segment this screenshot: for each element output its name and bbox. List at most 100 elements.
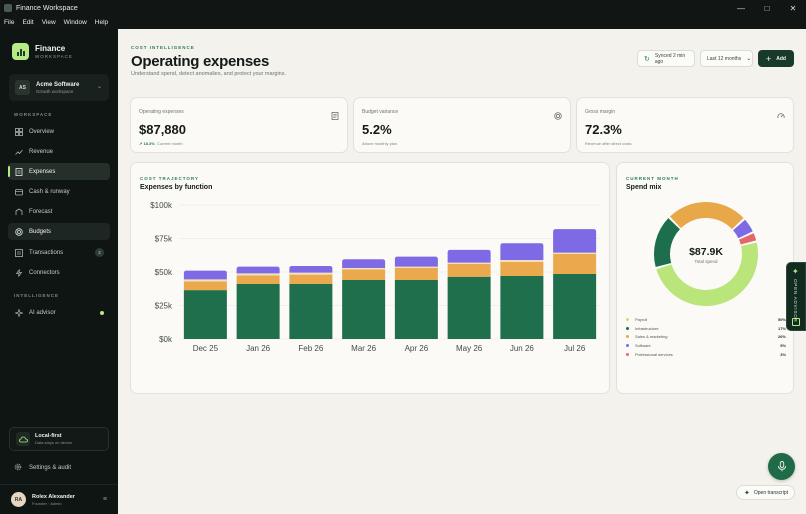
donut-center-value: $87.9K — [689, 246, 723, 258]
bar-segment — [289, 284, 333, 339]
sidebar-item-transactions[interactable]: Transactions 2 — [8, 244, 110, 261]
kpi-operating-expenses: Operating expenses $87,880 ↗ 18.3% Curre… — [130, 97, 348, 153]
sidebar-item-revenue[interactable]: Revenue — [8, 143, 110, 160]
card-eyebrow: COST TRAJECTORY — [140, 176, 200, 181]
menu-help[interactable]: Help — [94, 19, 109, 26]
kpi-note: Above monthly plan — [362, 141, 398, 146]
maximize-icon[interactable]: □ — [764, 3, 770, 13]
kpi-value: 5.2% — [362, 122, 392, 137]
bar-segment — [183, 270, 227, 280]
document-icon — [331, 107, 339, 120]
bar-segment — [342, 259, 386, 268]
donut-slice — [733, 219, 753, 239]
sidebar-item-label: Forecast — [29, 208, 53, 215]
org-switcher[interactable]: AS Acme Software Growth workspace ⌄ — [9, 74, 109, 101]
sidebar-item-ai-advisor[interactable]: AI advisor — [8, 304, 110, 321]
org-avatar: AS — [15, 80, 30, 95]
page-subtitle: Understand spend, detect anomalies, and … — [131, 71, 287, 77]
y-tick-label: $25k — [155, 302, 173, 311]
target-icon — [554, 107, 562, 120]
sidebar-item-label: Revenue — [29, 148, 54, 155]
date-range-select[interactable]: Last 12 months ⌄ — [700, 50, 753, 67]
bar-segment — [236, 275, 280, 285]
open-transcript-button[interactable]: ✦ Open transcript — [736, 485, 795, 500]
sidebar-item-overview[interactable]: Overview — [8, 123, 110, 140]
intelligence-section-label: INTELLIGENCE — [14, 293, 60, 298]
sidebar-item-cash-runway[interactable]: Cash & runway — [8, 183, 110, 200]
close-icon[interactable]: ✕ — [789, 3, 797, 13]
y-tick-label: $0k — [159, 335, 173, 344]
sparkle-icon: ✦ — [744, 489, 750, 497]
donut-slice — [739, 233, 757, 245]
kpi-note-text: Current month — [157, 141, 183, 146]
menu-icon[interactable]: ≡ — [102, 496, 107, 503]
menu-window[interactable]: Window — [63, 19, 87, 26]
kpi-label: Gross margin — [585, 109, 616, 115]
bar-segment — [500, 243, 544, 260]
org-plan: Growth workspace — [36, 88, 74, 94]
bar-segment — [447, 249, 491, 263]
kpi-budget-variance: Budget variance 5.2% Above monthly plan — [353, 97, 571, 153]
sidebar-item-expenses[interactable]: Expenses — [8, 163, 110, 180]
kpi-value: 72.3% — [585, 122, 622, 137]
target-icon — [14, 227, 23, 236]
sidebar-item-connectors[interactable]: Connectors — [8, 264, 110, 281]
add-label: Add — [776, 55, 786, 62]
expenses-by-function-card: COST TRAJECTORY Expenses by function $0k… — [130, 162, 610, 394]
receipt-icon — [14, 167, 23, 176]
user-profile[interactable]: RA Rolex Alexander Founder · Admin ≡ — [0, 484, 118, 514]
voice-assistant-button[interactable] — [768, 453, 795, 480]
sidebar-item-forecast[interactable]: Forecast — [8, 203, 110, 220]
legend-label: Payroll — [635, 316, 648, 322]
sidebar-item-budgets[interactable]: Budgets — [8, 223, 110, 240]
status-dot — [100, 310, 104, 315]
y-tick-label: $50k — [155, 268, 173, 277]
gauge-icon — [777, 107, 785, 119]
gear-icon — [14, 463, 23, 472]
forecast-icon — [14, 207, 23, 216]
bar-segment — [447, 263, 491, 277]
bar-segment — [447, 276, 491, 339]
x-tick-label: Dec 25 — [193, 344, 219, 353]
menu-file[interactable]: File — [4, 19, 15, 26]
bar-segment — [236, 273, 280, 276]
bar-segment — [500, 276, 544, 339]
kpi-delta: 18.3% — [143, 141, 155, 146]
bar-segment — [342, 267, 386, 270]
settings-label: Settings & audit — [29, 464, 72, 471]
add-button[interactable]: + Add — [758, 50, 794, 67]
legend-value: 17% — [777, 325, 786, 331]
menu-view[interactable]: View — [41, 19, 56, 26]
kpi-value: $87,880 — [139, 122, 186, 137]
page-title: Operating expenses — [131, 53, 269, 70]
spend-mix-card: CURRENT MONTH Spend mix $87.9K Total spen… — [616, 162, 794, 394]
sparkle-icon: ✦ — [792, 267, 799, 276]
donut-slice — [669, 202, 744, 230]
open-advisor-tab[interactable]: ✦ OPEN ADVISOR — [786, 262, 806, 331]
sidebar-item-label: Overview — [29, 128, 55, 135]
menu-edit[interactable]: Edit — [22, 19, 34, 26]
settings-audit-button[interactable]: Settings & audit — [8, 459, 110, 476]
advisor-tab-label: OPEN ADVISOR — [793, 279, 798, 323]
legend-value: 26% — [777, 334, 786, 340]
refresh-icon: ↻ — [644, 55, 650, 63]
chevron-down-icon: ⌄ — [96, 84, 102, 90]
minimize-icon[interactable]: — — [737, 3, 745, 13]
stacked-bar-chart: $0k $25k $50k $75k $100k Dec 25 Jan 26 Feb 26 Ma… — [150, 201, 601, 353]
sidebar: Finance WORKSPACE AS Acme Software Growt… — [0, 29, 118, 514]
donut-slice — [654, 218, 680, 268]
range-label: Last 12 months — [707, 55, 742, 62]
title-bar: Finance Workspace — □ ✕ — [0, 0, 806, 16]
trend-up-icon: ↗ — [139, 141, 144, 146]
window-title: Finance Workspace — [16, 4, 78, 12]
microphone-icon — [777, 461, 786, 472]
donut-slice — [656, 242, 758, 307]
main-content: COST INTELLIGENCE Operating expenses Und… — [118, 29, 806, 514]
bar-segment — [342, 269, 386, 281]
bar-segment — [394, 256, 438, 267]
panel-icon — [792, 318, 800, 326]
bar-segment — [289, 274, 333, 285]
sync-button[interactable]: ↻ Synced 2 min ago — [637, 50, 695, 67]
bar-segment — [394, 267, 438, 281]
bar-segment — [183, 279, 227, 282]
